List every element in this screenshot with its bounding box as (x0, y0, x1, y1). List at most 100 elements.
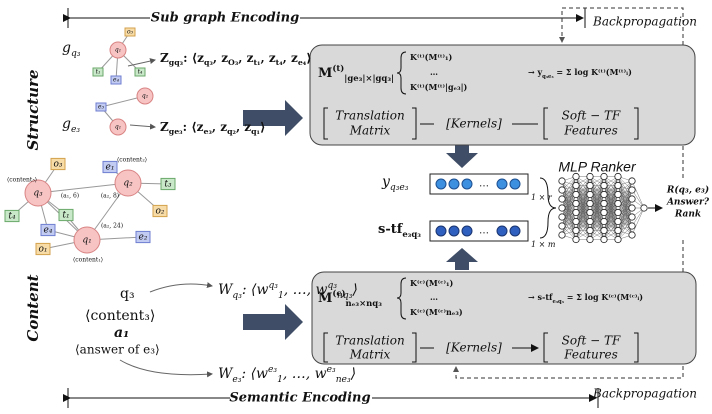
backprop-label: Backpropagation (592, 387, 697, 401)
content-text: a₁ (114, 325, 129, 341)
content-label: Content (24, 274, 42, 341)
formula-part: , …, w (283, 366, 327, 382)
node-label: o₃ (53, 160, 62, 170)
formula-part: ⟩ (260, 120, 265, 134)
formula-part: g (62, 116, 71, 132)
kernel-line: … (430, 292, 438, 302)
box-text: Translation (335, 109, 404, 123)
mlp-label: MLP Ranker (558, 159, 637, 175)
formula-part: : ⟨w (242, 282, 269, 298)
node-label: o₃ (127, 29, 134, 36)
formula: s-tfe₃q₃ (378, 222, 421, 239)
node-label: q₁ (115, 124, 121, 131)
mlp-node (587, 209, 593, 215)
mlp-node (615, 209, 621, 215)
vector-dim: 1 × m (531, 240, 556, 249)
node-label: e₂ (139, 233, 148, 243)
edge-label: (a₁, 6) (61, 193, 79, 200)
mlp-node (559, 196, 565, 202)
mlp-node (559, 205, 565, 211)
content-text: ⟨content₃⟩ (85, 308, 155, 324)
mlp-node (573, 236, 579, 242)
formula-part: = Σ log K⁽ᶜ⁾(M⁽ᶜ⁾ᵢ) (564, 292, 643, 302)
node-label: q₂ (123, 179, 133, 189)
formula-part: , z (283, 51, 298, 65)
merge-brace (540, 178, 556, 238)
edge-label: (a₂, 24) (101, 223, 123, 230)
formula-part: |ge₃|×|gq₃| (344, 73, 394, 84)
box-text: [Kernels] (446, 341, 502, 355)
formula: Zge₃: ⟨ze₃, zq₂, zq₁⟩ (160, 120, 265, 136)
content-text: q₃ (120, 286, 135, 302)
mlp-node (629, 187, 635, 193)
mlp-node (629, 214, 635, 220)
edge-label: (a₂, 8) (101, 193, 119, 200)
mlp-node (559, 232, 565, 238)
mlp-node (615, 236, 621, 242)
mlp-node (629, 205, 635, 211)
mlp-node (629, 223, 635, 229)
node-label: q₃ (33, 189, 43, 199)
mlp-node (587, 191, 593, 197)
box-text: Translation (335, 334, 404, 348)
formula-part: e₃q₃ (552, 299, 564, 305)
mlp-node (615, 218, 621, 224)
formula-part: = Σ log K⁽ᵗ⁾(M⁽ᵗ⁾ᵢ) (554, 67, 632, 77)
node-label: e₃ (98, 104, 105, 111)
mlp-node (615, 182, 621, 188)
mlp-node (573, 218, 579, 224)
graph-edge (38, 183, 128, 193)
formula-part: M (318, 291, 332, 306)
mlp-network (559, 173, 647, 242)
formula-part: Z (160, 51, 169, 65)
mlp-node (641, 205, 647, 211)
formula-part: , z (238, 51, 253, 65)
node-label: t₄ (138, 69, 143, 76)
output-text: Answer? (666, 198, 710, 208)
formula-part: : ⟨w (241, 366, 268, 382)
formula-part: M (318, 66, 332, 81)
formula-part: , z (236, 120, 251, 134)
kernel-line: K⁽ᵗ⁾(M⁽ᵗ⁾|gₑ₃|) (410, 82, 468, 92)
mlp-node (615, 191, 621, 197)
formula-part: nₑ₃×nq₃ (346, 298, 383, 308)
formula-part: ge₃ (169, 127, 183, 136)
ellipsis: … (479, 179, 489, 190)
output-text: R(q₃, e₃) (666, 185, 709, 196)
box-text: [Kernels] (446, 117, 502, 131)
formula-part: ⟩ (350, 366, 356, 382)
kernel-line: K⁽ᵗ⁾(M⁽ᵗ⁾₁) (410, 52, 453, 62)
formula-part: , z (213, 51, 228, 65)
formula-part: e₃ (268, 365, 277, 375)
kernel-line: K⁽ᶜ⁾(M⁽ᶜ⁾nₑ₃) (410, 307, 463, 317)
mlp-node (601, 200, 607, 206)
node-label: q₁ (82, 236, 91, 246)
node-label: e₁ (106, 163, 115, 173)
formula-part: g (62, 40, 71, 56)
formula-part: ⟩ (351, 282, 357, 298)
formula-part: , z (260, 51, 275, 65)
formula-part: → y (528, 67, 542, 77)
mlp-node (587, 227, 593, 233)
mlp-node (629, 196, 635, 202)
formula-part: q₂ (227, 127, 236, 136)
mlp-node (601, 227, 607, 233)
mlp-node (587, 200, 593, 206)
content-text: ⟨answer of e₃⟩ (75, 343, 160, 357)
mlp-node (615, 200, 621, 206)
box-text: Features (563, 348, 617, 362)
formula-part: e₃ (71, 125, 80, 135)
formula-part: e₃ (232, 375, 241, 385)
formula: gq₃ (62, 40, 81, 59)
mlp-node (573, 200, 579, 206)
formula-part: (c) (332, 288, 345, 298)
box-text: Features (563, 124, 617, 138)
mlp-node (587, 218, 593, 224)
formula-part: q₃ (268, 281, 278, 291)
formula-part: q₃ (71, 49, 81, 59)
formula-part: t₁ (253, 58, 260, 67)
formula-part: e₃ (327, 365, 336, 375)
mlp-node (573, 191, 579, 197)
node-label: t₄ (8, 212, 16, 222)
kernel-line: K⁽ᶜ⁾(M⁽ᶜ⁾₁) (410, 278, 453, 288)
